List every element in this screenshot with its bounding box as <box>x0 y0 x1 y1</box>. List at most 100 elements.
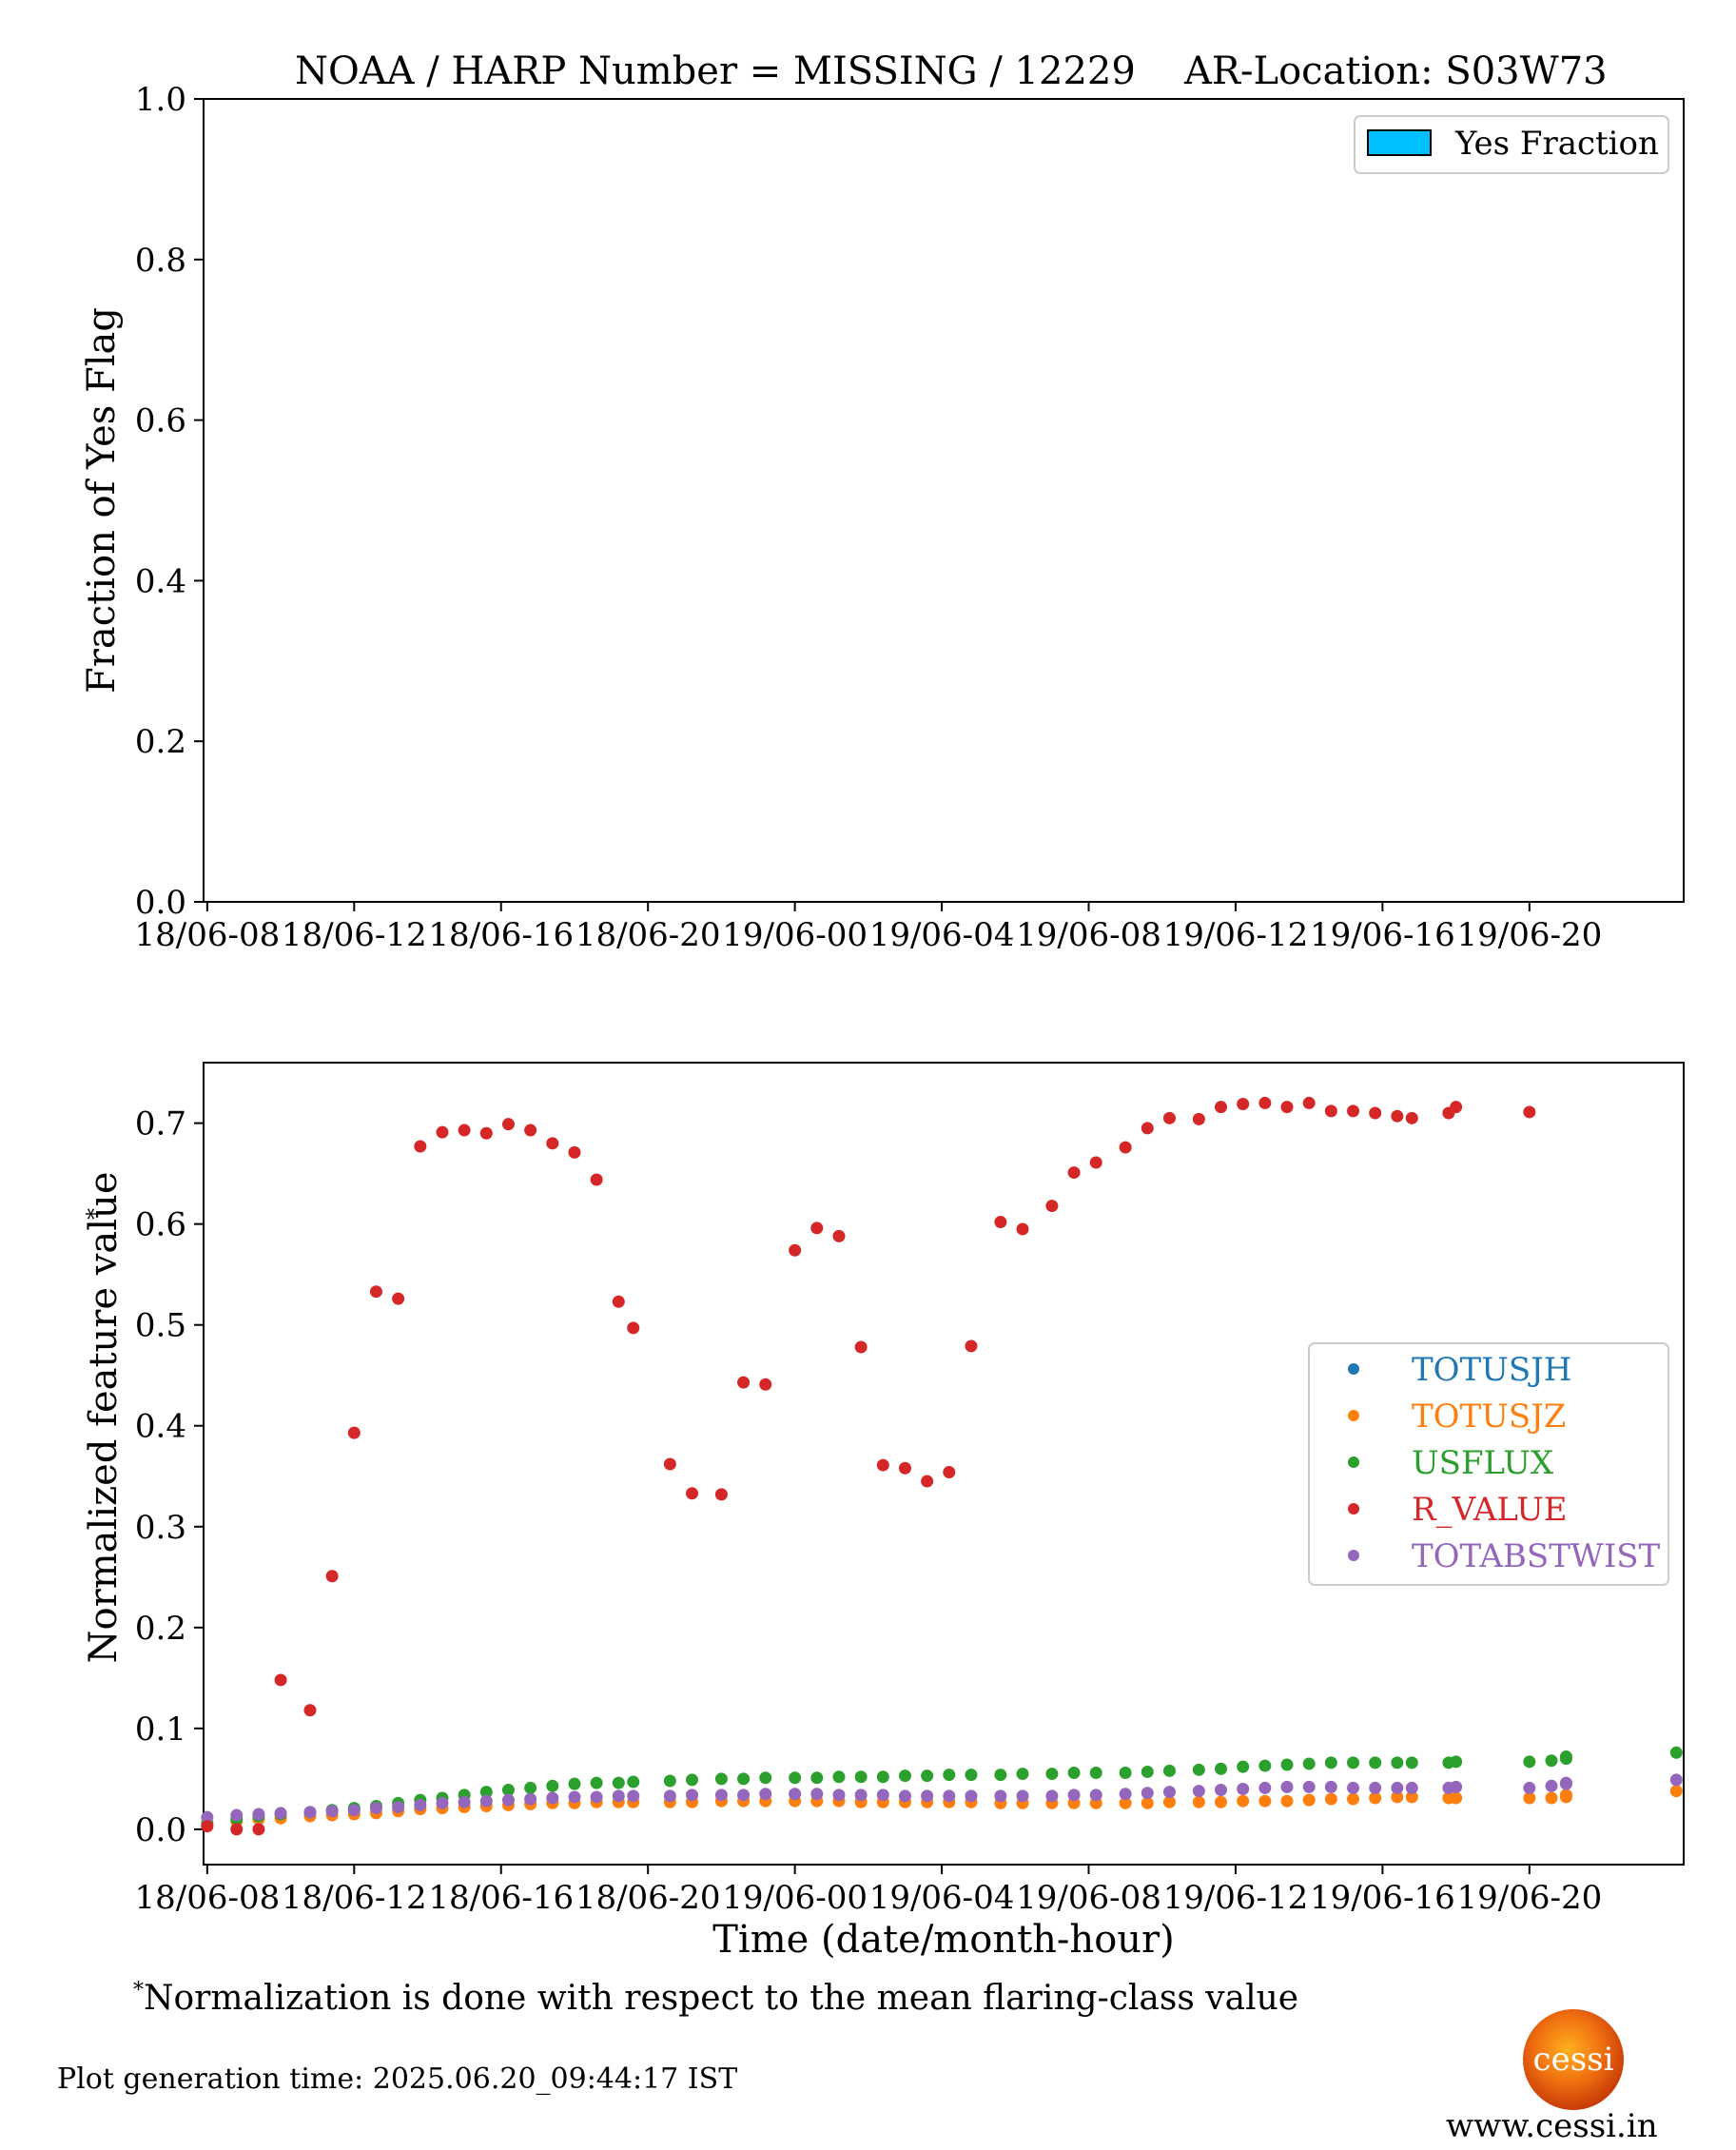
top-y-tick-label: 0.6 <box>135 402 186 440</box>
top-x-tick-label: 19/06-08 <box>1016 916 1161 954</box>
data-point <box>686 1487 699 1500</box>
data-point <box>479 1786 493 1799</box>
data-point <box>325 1570 339 1583</box>
data-point <box>1369 1791 1382 1805</box>
cessi-sun-icon <box>1523 2009 1624 2110</box>
data-point <box>479 1794 493 1808</box>
data-point <box>789 1788 802 1801</box>
data-point <box>994 1216 1007 1229</box>
top-y-axis-label: Fraction of Yes Flag <box>80 307 124 694</box>
data-point <box>303 1806 317 1819</box>
data-point <box>1391 1109 1404 1123</box>
bottom-x-axis-label: Time (date/month-hour) <box>712 1918 1175 1962</box>
legend-marker-totabstwist <box>1348 1550 1359 1561</box>
data-point <box>1258 1096 1272 1109</box>
data-point <box>1391 1781 1404 1794</box>
data-point <box>1369 1106 1382 1120</box>
data-point <box>1089 1767 1102 1780</box>
top-x-tick-label: 19/06-16 <box>1310 916 1455 954</box>
data-point <box>663 1774 676 1788</box>
data-point <box>1215 1101 1228 1114</box>
footnote-text: Normalization is done with respect to th… <box>144 1979 1299 2018</box>
data-point <box>898 1769 911 1783</box>
data-point <box>686 1773 699 1787</box>
data-point <box>854 1788 868 1802</box>
data-point <box>1545 1754 1558 1768</box>
data-point <box>1450 1791 1463 1805</box>
bottom-x-tick-label: 19/06-20 <box>1456 1879 1602 1917</box>
data-point <box>876 1770 889 1784</box>
data-point <box>546 1137 559 1150</box>
data-point <box>1559 1788 1572 1802</box>
top-x-tick-label: 19/06-00 <box>722 916 868 954</box>
data-point <box>810 1771 824 1785</box>
data-point <box>1324 1780 1337 1793</box>
top-y-tick-label: 0.4 <box>135 562 186 600</box>
data-point <box>1450 1780 1463 1793</box>
data-point <box>1119 1767 1132 1780</box>
top-y-tick-label: 0.8 <box>135 242 186 280</box>
data-point <box>1258 1781 1272 1794</box>
bottom-y-tick-label: 0.4 <box>135 1408 186 1446</box>
data-point <box>1237 1794 1250 1808</box>
data-point <box>501 1793 515 1807</box>
data-point <box>1450 1101 1463 1114</box>
data-point <box>392 1292 405 1305</box>
data-point <box>1302 1757 1316 1770</box>
data-point <box>501 1784 515 1797</box>
data-point <box>1347 1792 1360 1806</box>
data-point <box>737 1772 751 1786</box>
yes-fraction-panel: 0.00.20.40.60.81.0 18/06-08 18/06-12 18/06… <box>80 81 1685 954</box>
data-point <box>1391 1756 1404 1769</box>
data-point <box>832 1788 846 1802</box>
top-x-tick-label: 18/06-08 <box>134 916 280 954</box>
data-point <box>612 1295 625 1308</box>
top-y-axis: 0.0 0.2 0.4 0.6 0.8 1.0 <box>135 81 204 922</box>
data-point <box>810 1222 824 1235</box>
data-point <box>590 1790 603 1804</box>
data-point <box>1545 1791 1558 1805</box>
data-point <box>921 1475 934 1488</box>
bottom-y-tick-label: 0.7 <box>135 1105 186 1143</box>
data-point <box>898 1789 911 1803</box>
data-point <box>1045 1768 1059 1781</box>
data-point <box>1089 1156 1102 1169</box>
data-point <box>325 1805 339 1818</box>
data-point <box>1391 1790 1404 1804</box>
data-point <box>612 1776 625 1789</box>
bottom-y-tick-label: 0.1 <box>135 1710 186 1749</box>
data-point <box>1523 1791 1536 1805</box>
data-point <box>1237 1097 1250 1110</box>
bottom-y-tick-label: 0.5 <box>135 1307 186 1345</box>
data-point <box>1347 1104 1360 1118</box>
data-point <box>1324 1104 1337 1118</box>
data-point <box>714 1488 728 1501</box>
bottom-x-tick-label: 19/06-04 <box>869 1879 1015 1917</box>
data-point <box>1192 1763 1205 1776</box>
data-point <box>1324 1756 1337 1769</box>
cessi-website: www.cessi.in <box>1446 2107 1658 2145</box>
data-point <box>1119 1788 1132 1801</box>
data-point <box>1523 1105 1536 1119</box>
yes-fraction-swatch <box>1367 129 1432 156</box>
data-point <box>1280 1794 1294 1808</box>
data-point <box>1280 1758 1294 1771</box>
data-point <box>347 1426 361 1439</box>
data-point <box>943 1769 956 1782</box>
data-point <box>1192 1112 1205 1125</box>
data-point <box>1405 1781 1418 1794</box>
data-point <box>568 1777 581 1790</box>
data-point <box>1302 1793 1316 1807</box>
data-point <box>1119 1796 1132 1809</box>
data-point <box>1523 1781 1536 1794</box>
bottom-x-tick-label: 18/06-12 <box>282 1879 427 1917</box>
bottom-x-tick-label: 19/06-00 <box>722 1879 868 1917</box>
top-y-tick-label: 0.2 <box>135 723 186 761</box>
plot-generation-time: Plot generation time: 2025.06.20_09:44:1… <box>57 2062 738 2096</box>
data-point <box>347 1804 361 1817</box>
data-point <box>230 1823 244 1836</box>
legend-label-totusjz: TOTUSJZ <box>1412 1398 1566 1436</box>
top-x-tick-label: 18/06-16 <box>428 916 574 954</box>
data-point <box>436 1125 449 1139</box>
data-point <box>759 1378 772 1391</box>
